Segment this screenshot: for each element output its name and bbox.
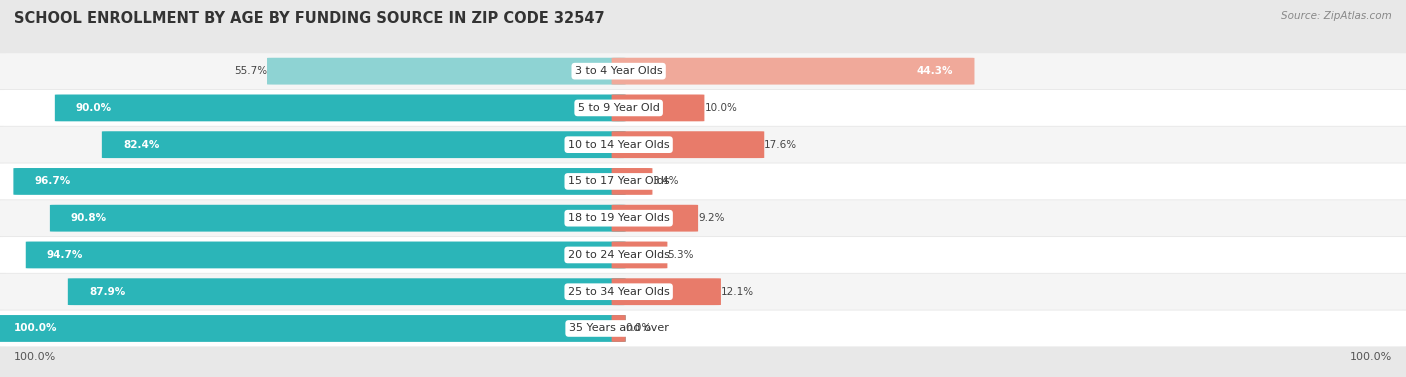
Text: 5 to 9 Year Old: 5 to 9 Year Old — [578, 103, 659, 113]
Text: 18 to 19 Year Olds: 18 to 19 Year Olds — [568, 213, 669, 223]
Text: 82.4%: 82.4% — [122, 139, 159, 150]
Text: 10 to 14 Year Olds: 10 to 14 Year Olds — [568, 139, 669, 150]
Text: 100.0%: 100.0% — [14, 352, 56, 362]
FancyBboxPatch shape — [612, 278, 721, 305]
FancyBboxPatch shape — [49, 205, 626, 231]
FancyBboxPatch shape — [0, 53, 1406, 89]
Text: SCHOOL ENROLLMENT BY AGE BY FUNDING SOURCE IN ZIP CODE 32547: SCHOOL ENROLLMENT BY AGE BY FUNDING SOUR… — [14, 11, 605, 26]
Text: 3 to 4 Year Olds: 3 to 4 Year Olds — [575, 66, 662, 76]
FancyBboxPatch shape — [0, 315, 626, 342]
Text: 10.0%: 10.0% — [704, 103, 737, 113]
FancyBboxPatch shape — [55, 95, 626, 121]
Text: 44.3%: 44.3% — [917, 66, 953, 76]
FancyBboxPatch shape — [612, 95, 704, 121]
Text: 9.2%: 9.2% — [699, 213, 724, 223]
Text: 90.8%: 90.8% — [70, 213, 107, 223]
Text: Source: ZipAtlas.com: Source: ZipAtlas.com — [1281, 11, 1392, 21]
Text: 25 to 34 Year Olds: 25 to 34 Year Olds — [568, 287, 669, 297]
FancyBboxPatch shape — [0, 164, 1406, 199]
FancyBboxPatch shape — [0, 237, 1406, 273]
Text: 17.6%: 17.6% — [765, 139, 797, 150]
FancyBboxPatch shape — [267, 58, 626, 84]
FancyBboxPatch shape — [0, 90, 1406, 126]
FancyBboxPatch shape — [14, 168, 626, 195]
Text: 55.7%: 55.7% — [233, 66, 267, 76]
Text: 12.1%: 12.1% — [721, 287, 754, 297]
FancyBboxPatch shape — [0, 311, 1406, 346]
FancyBboxPatch shape — [612, 242, 668, 268]
FancyBboxPatch shape — [25, 242, 626, 268]
Text: 94.7%: 94.7% — [46, 250, 83, 260]
FancyBboxPatch shape — [612, 205, 699, 231]
FancyBboxPatch shape — [0, 274, 1406, 310]
Text: 15 to 17 Year Olds: 15 to 17 Year Olds — [568, 176, 669, 187]
Text: 20 to 24 Year Olds: 20 to 24 Year Olds — [568, 250, 669, 260]
Text: 96.7%: 96.7% — [35, 176, 70, 187]
Text: 100.0%: 100.0% — [1350, 352, 1392, 362]
Text: 87.9%: 87.9% — [89, 287, 125, 297]
FancyBboxPatch shape — [67, 278, 626, 305]
Text: 3.4%: 3.4% — [652, 176, 679, 187]
FancyBboxPatch shape — [612, 315, 626, 342]
FancyBboxPatch shape — [0, 127, 1406, 162]
FancyBboxPatch shape — [612, 131, 765, 158]
Text: 100.0%: 100.0% — [14, 323, 58, 334]
Text: 0.0%: 0.0% — [626, 323, 652, 334]
FancyBboxPatch shape — [612, 168, 652, 195]
FancyBboxPatch shape — [0, 200, 1406, 236]
Text: 5.3%: 5.3% — [668, 250, 695, 260]
FancyBboxPatch shape — [101, 131, 626, 158]
FancyBboxPatch shape — [612, 58, 974, 84]
Text: 35 Years and over: 35 Years and over — [568, 323, 669, 334]
Text: 90.0%: 90.0% — [76, 103, 112, 113]
